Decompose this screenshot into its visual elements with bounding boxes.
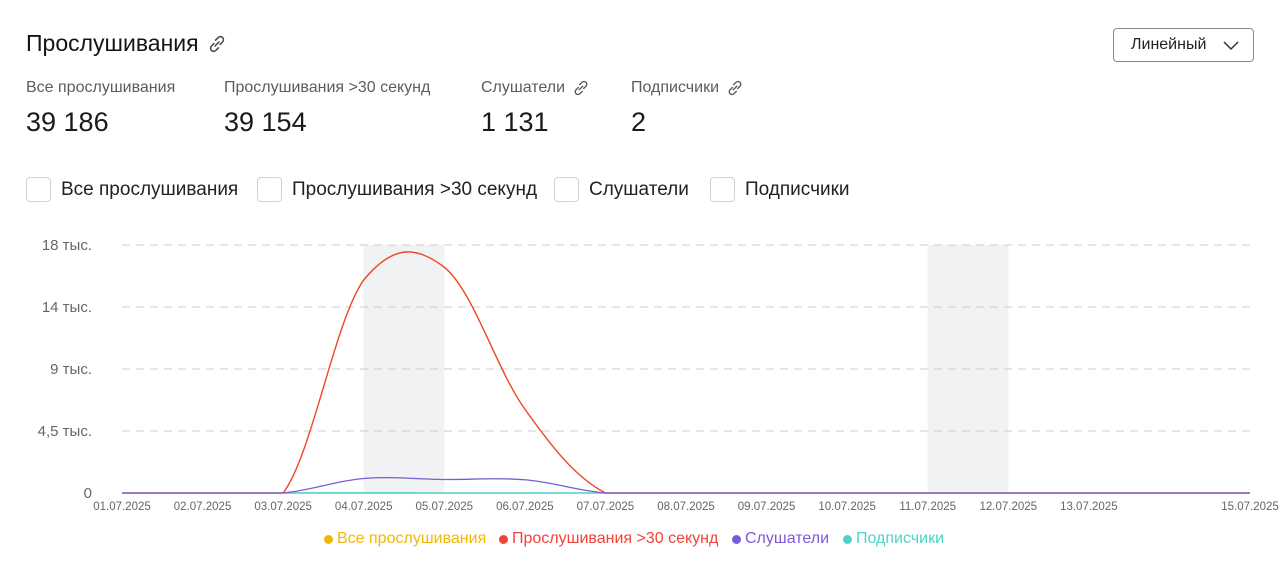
legend-item-subscribers[interactable]: Подписчики xyxy=(843,530,944,548)
metric-label: Прослушивания >30 секунд xyxy=(224,79,431,96)
chevron-down-icon xyxy=(1223,38,1239,57)
metric-all-plays: Все прослушивания 39 186 xyxy=(26,78,175,138)
toggle-label: Все прослушивания xyxy=(61,178,239,200)
toggle-subscribers[interactable]: Подписчики xyxy=(710,177,850,202)
toggle-label: Подписчики xyxy=(745,178,850,200)
chart-legend: Все прослушивания Прослушивания >30 секу… xyxy=(0,530,1280,552)
x-tick-label: 04.07.2025 xyxy=(335,501,393,513)
y-tick-label: 4,5 тыс. xyxy=(38,423,92,440)
metric-listeners: Слушатели 1 131 xyxy=(481,78,589,138)
x-tick-label: 08.07.2025 xyxy=(657,501,715,513)
checkbox[interactable] xyxy=(710,177,735,202)
x-tick-label: 03.07.2025 xyxy=(254,501,312,513)
x-tick-label: 11.07.2025 xyxy=(899,501,956,513)
legend-label: Слушатели xyxy=(745,530,830,547)
y-tick-label: 0 xyxy=(84,485,92,502)
toggle-listeners[interactable]: Слушатели xyxy=(554,177,689,202)
metric-plays-over-30s: Прослушивания >30 секунд 39 154 xyxy=(224,78,430,138)
series-line-listeners xyxy=(122,476,1250,494)
x-tick-label: 09.07.2025 xyxy=(738,501,796,513)
legend-dot xyxy=(499,534,508,544)
metric-subscribers: Подписчики 2 xyxy=(631,78,743,138)
x-tick-label: 13.07.2025 xyxy=(1060,501,1118,513)
series-line-over30 xyxy=(122,251,1250,494)
series-line-all xyxy=(122,251,1250,494)
legend-dot xyxy=(843,534,852,544)
x-tick-label: 12.07.2025 xyxy=(980,501,1038,513)
legend-dot xyxy=(732,534,741,544)
metric-value: 2 xyxy=(631,107,647,137)
checkbox[interactable] xyxy=(257,177,282,202)
toggle-label: Прослушивания >30 секунд xyxy=(292,178,538,200)
page-title: Прослушивания xyxy=(26,30,199,56)
toggle-plays-over-30s[interactable]: Прослушивания >30 секунд xyxy=(257,177,537,202)
metric-value: 39 154 xyxy=(224,107,307,137)
info-link-icon[interactable] xyxy=(208,35,226,53)
metric-label: Подписчики xyxy=(631,79,720,96)
toggle-label: Слушатели xyxy=(589,178,689,200)
chart-type-select-value: Линейный xyxy=(1131,36,1207,53)
legend-item-plays-over-30s[interactable]: Прослушивания >30 секунд xyxy=(499,530,718,548)
chart-type-select[interactable]: Линейный xyxy=(1113,28,1254,62)
x-tick-label: 05.07.2025 xyxy=(416,501,474,513)
header: Прослушивания xyxy=(26,30,226,57)
metric-label: Все прослушивания xyxy=(26,79,176,96)
x-tick-label: 01.07.2025 xyxy=(93,501,151,513)
y-tick-label: 9 тыс. xyxy=(50,361,92,378)
x-tick-label: 06.07.2025 xyxy=(496,501,554,513)
y-tick-label: 14 тыс. xyxy=(42,299,92,316)
toggle-all-plays[interactable]: Все прослушивания xyxy=(26,177,238,202)
info-link-icon[interactable] xyxy=(573,80,589,96)
legend-dot xyxy=(324,534,333,544)
x-tick-label: 02.07.2025 xyxy=(174,501,232,513)
info-link-icon[interactable] xyxy=(727,80,743,96)
x-tick-label: 07.07.2025 xyxy=(577,501,635,513)
metric-value: 39 186 xyxy=(26,107,109,137)
x-tick-label: 10.07.2025 xyxy=(818,501,876,513)
checkbox[interactable] xyxy=(26,177,51,202)
checkbox[interactable] xyxy=(554,177,579,202)
legend-item-listeners[interactable]: Слушатели xyxy=(732,530,829,548)
metric-label: Слушатели xyxy=(481,79,566,96)
legend-item-all-plays[interactable]: Все прослушивания xyxy=(324,530,486,548)
x-tick-label: 15.07.2025 xyxy=(1221,501,1279,513)
metric-value: 1 131 xyxy=(481,107,549,137)
legend-label: Все прослушивания xyxy=(337,530,487,547)
plays-line-chart: 0 4,5 тыс. 9 тыс. 14 тыс. 18 тыс. 01.07.2025 0… xyxy=(38,237,1279,513)
y-tick-label: 18 тыс. xyxy=(42,237,92,254)
legend-label: Подписчики xyxy=(856,530,945,547)
legend-label: Прослушивания >30 секунд xyxy=(512,530,719,547)
